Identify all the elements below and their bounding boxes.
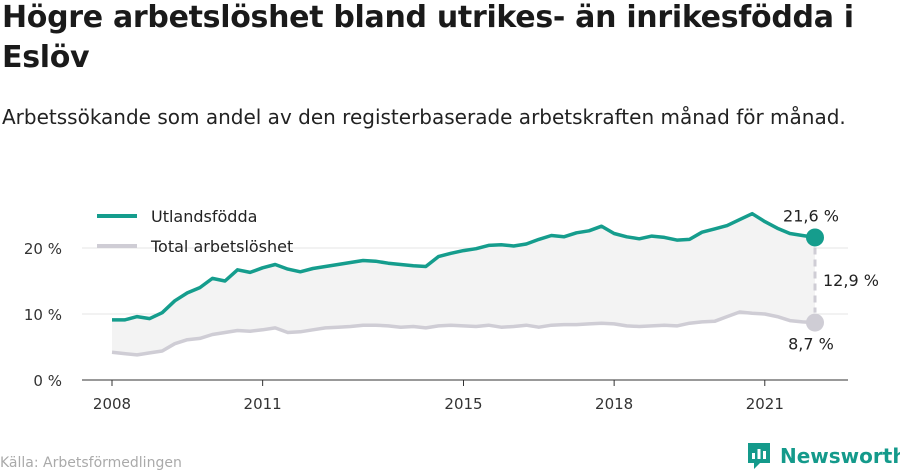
chart-subtitle: Arbetssökande som andel av den registerb…	[2, 105, 846, 129]
y-tick-label: 0 %	[33, 372, 62, 390]
y-tick-label: 10 %	[24, 306, 62, 324]
x-tick-label: 2011	[244, 395, 282, 413]
source-note: Källa: Arbetsförmedlingen	[0, 455, 182, 471]
y-tick-label: 20 %	[24, 240, 62, 258]
chart-title: Högre arbetslöshet bland utrikes- än inr…	[2, 0, 854, 75]
x-tick-label: 2008	[93, 395, 131, 413]
legend: Utlandsfödda Total arbetslöshet	[97, 207, 293, 256]
end-label-total: 8,7 %	[788, 335, 834, 354]
x-tick-label: 2015	[444, 395, 482, 413]
gap-band	[112, 213, 815, 355]
legend-label-total: Total arbetslöshet	[150, 237, 293, 256]
x-tick-label: 2021	[746, 395, 784, 413]
difference-label: 12,9 %	[823, 271, 879, 290]
x-tick-label: 2018	[595, 395, 633, 413]
legend-label-foreign: Utlandsfödda	[151, 207, 257, 226]
newsworthy-logo-icon	[748, 443, 770, 469]
series-line-total	[111, 310, 816, 357]
series-line-foreign	[112, 211, 816, 322]
brand-logo[interactable]: Newsworthy	[746, 441, 900, 471]
brand-name: Newsworthy	[780, 444, 900, 468]
end-marker-foreign	[806, 228, 824, 247]
x-axis-ticks: 2008 2011 2015 2018 2021	[93, 380, 784, 413]
end-marker-total	[806, 313, 824, 332]
end-label-foreign: 21,6 %	[783, 206, 839, 225]
y-axis-ticks: 0 % 10 % 20 %	[24, 240, 62, 390]
